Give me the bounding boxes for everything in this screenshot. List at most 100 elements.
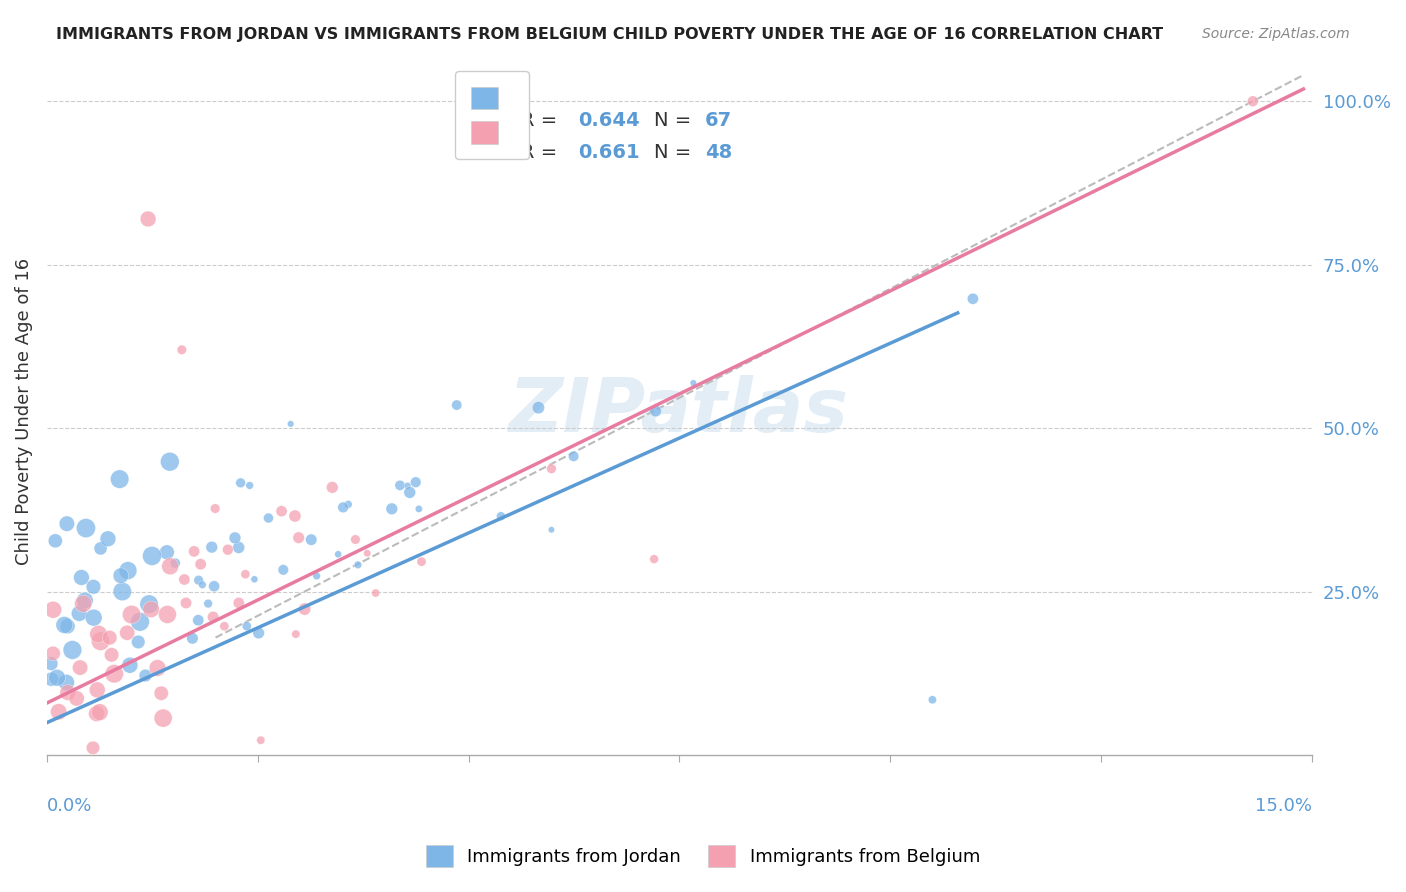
Text: 0.644: 0.644: [578, 111, 640, 129]
Text: 0.661: 0.661: [578, 143, 640, 161]
Point: [321, 480, 343, 494]
Point: [121, 607, 143, 622]
Point: [82, 580, 104, 594]
Point: [228, 541, 250, 555]
Point: [150, 686, 173, 700]
Point: [190, 558, 212, 572]
Point: [56, 685, 79, 699]
Point: [398, 485, 420, 500]
Point: [159, 559, 181, 574]
Point: [224, 531, 246, 545]
Point: [217, 542, 239, 557]
Point: [138, 597, 160, 611]
Point: [159, 455, 181, 469]
Point: [72, 597, 94, 611]
Point: [56, 516, 79, 531]
Point: [228, 596, 250, 610]
Point: [214, 619, 236, 633]
Point: [83, 610, 105, 624]
Point: [540, 461, 562, 475]
Legend: Immigrants from Jordan, Immigrants from Belgium: Immigrants from Jordan, Immigrants from …: [419, 838, 987, 874]
Point: [249, 733, 271, 747]
Point: [42, 603, 65, 617]
Text: N =: N =: [654, 111, 697, 129]
Point: [489, 509, 512, 524]
Point: [118, 658, 141, 673]
Point: [86, 682, 108, 697]
Point: [111, 584, 134, 599]
Point: [53, 618, 76, 632]
Y-axis label: Child Poverty Under the Age of 16: Child Poverty Under the Age of 16: [15, 259, 32, 566]
Point: [388, 478, 411, 492]
Point: [69, 660, 91, 674]
Text: R =: R =: [522, 111, 564, 129]
Point: [396, 479, 419, 493]
Point: [364, 586, 387, 600]
Point: [381, 501, 404, 516]
Point: [39, 672, 62, 686]
Point: [174, 596, 197, 610]
Point: [70, 570, 93, 584]
Point: [921, 692, 943, 706]
Point: [110, 568, 132, 582]
Point: [115, 625, 138, 640]
Point: [201, 540, 224, 554]
Point: [165, 556, 187, 570]
Point: [117, 564, 139, 578]
Point: [643, 552, 665, 566]
Text: R =: R =: [522, 143, 564, 161]
Point: [562, 450, 585, 464]
Point: [39, 657, 62, 671]
Point: [287, 531, 309, 545]
Point: [235, 567, 257, 582]
Point: [156, 545, 179, 559]
Point: [197, 597, 219, 611]
Point: [257, 511, 280, 525]
Point: [156, 607, 179, 622]
Point: [271, 563, 294, 577]
Point: [229, 475, 252, 490]
Point: [408, 502, 430, 516]
Point: [134, 668, 156, 682]
Point: [44, 533, 66, 548]
Point: [173, 573, 195, 587]
Text: ZIPatlas: ZIPatlas: [509, 376, 849, 449]
Point: [305, 569, 328, 583]
Point: [181, 632, 204, 646]
Point: [73, 593, 96, 607]
Text: 67: 67: [704, 111, 731, 129]
Point: [67, 607, 90, 621]
Point: [108, 472, 131, 486]
Point: [56, 619, 79, 633]
Text: 15.0%: 15.0%: [1256, 797, 1312, 814]
Point: [644, 404, 666, 418]
Point: [682, 376, 704, 390]
Point: [204, 501, 226, 516]
Point: [962, 292, 984, 306]
Point: [139, 602, 162, 616]
Point: [89, 705, 111, 719]
Point: [65, 691, 87, 706]
Point: [202, 610, 225, 624]
Point: [90, 541, 112, 556]
Point: [247, 626, 270, 640]
Point: [87, 627, 110, 641]
Point: [284, 627, 307, 641]
Point: [136, 211, 159, 226]
Point: [332, 500, 354, 515]
Point: [239, 478, 262, 492]
Point: [356, 546, 378, 560]
Point: [270, 504, 292, 518]
Text: 0.0%: 0.0%: [46, 797, 93, 814]
Point: [347, 558, 370, 572]
Point: [103, 666, 125, 681]
Point: [280, 417, 302, 431]
Point: [1241, 94, 1264, 108]
Point: [42, 647, 65, 661]
Point: [46, 671, 69, 685]
Point: [202, 579, 225, 593]
Point: [86, 706, 108, 721]
Point: [183, 544, 205, 558]
Point: [294, 602, 316, 616]
Point: [527, 401, 550, 415]
